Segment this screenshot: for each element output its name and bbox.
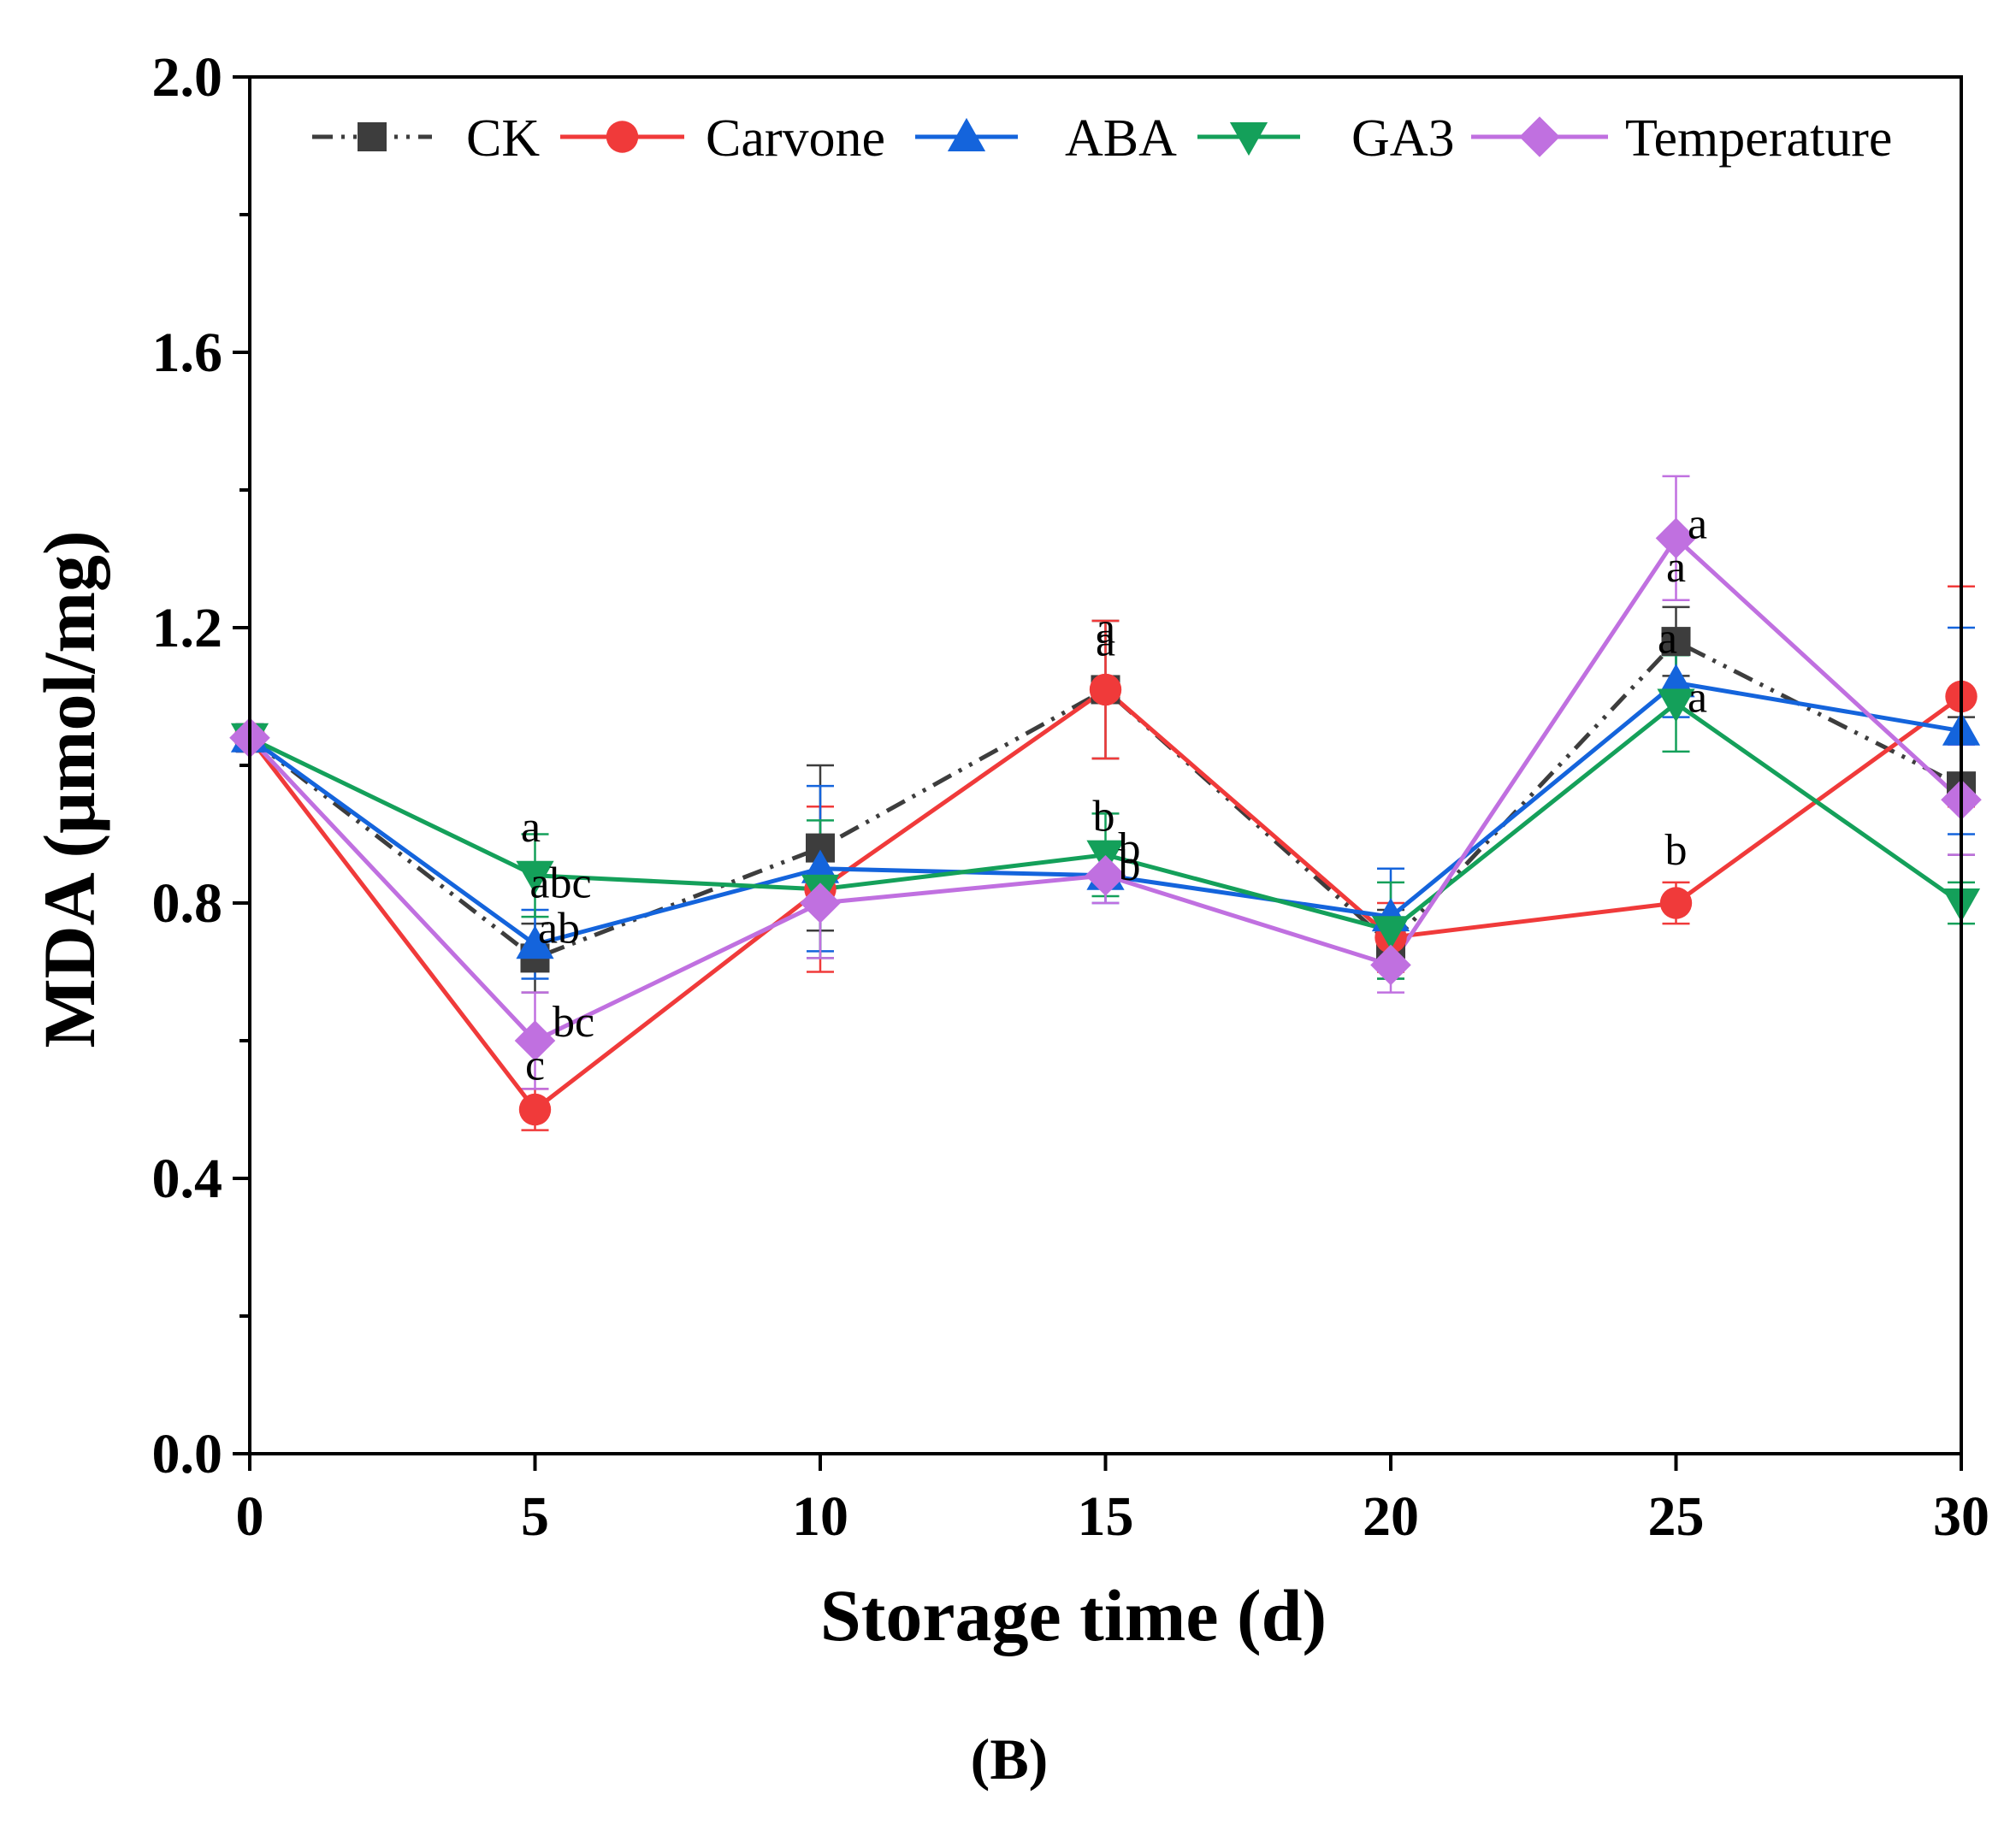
legend-label: Temperature: [1625, 109, 1892, 168]
x-tick-label: 5: [521, 1485, 549, 1548]
y-tick-label: 0.8: [152, 872, 223, 935]
marker-circle: [606, 121, 639, 153]
y-tick-label: 2.0: [152, 46, 223, 109]
legend-label: ABA: [1065, 109, 1177, 168]
significance-label: b: [1119, 841, 1141, 890]
x-tick-label: 25: [1648, 1485, 1705, 1548]
marker-triangle-down: [1229, 122, 1268, 156]
marker-diamond: [1085, 855, 1126, 896]
marker-triangle-up: [947, 117, 986, 151]
significance-label: a: [1096, 604, 1115, 652]
marker-diamond: [800, 882, 841, 924]
significance-label: b: [1093, 793, 1115, 841]
x-tick-label: 10: [792, 1485, 848, 1548]
axes-layer: 0 5 10 15 20 25 30 0.0 0.4 0.8 1.2 1.6 2.0: [152, 46, 1990, 1548]
legend-label: GA3: [1351, 109, 1455, 168]
x-axis-label: Storage time (d): [820, 1574, 1327, 1656]
marker-circle: [1659, 887, 1693, 919]
marker-circle: [518, 1093, 552, 1126]
significance-label: b: [1119, 824, 1141, 873]
y-tick-label: 0.0: [152, 1423, 223, 1485]
marker-square: [1661, 627, 1691, 657]
marker-triangle-up: [516, 925, 554, 959]
legend-label: CK: [466, 109, 540, 168]
significance-label: a: [1658, 614, 1677, 663]
marker-triangle-down: [516, 860, 554, 894]
legend-item-aba: ABA: [915, 109, 1177, 168]
marker-triangle-down: [1371, 916, 1410, 950]
marker-circle: [1089, 673, 1122, 706]
marker-diamond: [1370, 944, 1411, 986]
legend-item-ck: CK: [312, 109, 540, 168]
significance-label: abc: [529, 859, 591, 907]
significance-label: b: [1665, 826, 1688, 875]
x-tick-label: 30: [1933, 1485, 1989, 1548]
marker-diamond: [1519, 116, 1560, 157]
legend-item-carvone: Carvone: [560, 109, 885, 168]
marker-diamond: [1655, 517, 1697, 559]
marker-triangle-down: [1657, 688, 1695, 723]
significance-label: a: [1688, 499, 1707, 548]
y-axis-label: MDA (μmol/mg): [28, 530, 110, 1048]
figure-label: (B): [971, 1727, 1049, 1792]
marker-square: [358, 122, 387, 151]
marker-diamond: [514, 1020, 556, 1061]
legend: CK Carvone ABA GA3 Temperature: [312, 109, 1892, 168]
x-tick-label: 0: [236, 1485, 264, 1548]
legend-item-ga3: GA3: [1197, 109, 1455, 168]
x-tick-label: 20: [1363, 1485, 1419, 1548]
legend-item-temperature: Temperature: [1471, 109, 1892, 168]
significance-label: ab: [538, 904, 580, 953]
significance-label: a: [521, 803, 541, 852]
significance-label: a: [1688, 674, 1707, 723]
x-tick-label: 15: [1078, 1485, 1134, 1548]
y-tick-label: 1.6: [152, 322, 223, 384]
y-tick-label: 0.4: [152, 1148, 223, 1210]
significance-label: c: [525, 1042, 545, 1090]
legend-label: Carvone: [706, 109, 885, 168]
significance-label: bc: [553, 998, 594, 1047]
significance-label: a: [1096, 617, 1115, 665]
plot-frame: [248, 75, 1963, 1455]
y-tick-label: 1.2: [152, 597, 223, 659]
significance-label: a: [1666, 543, 1686, 592]
